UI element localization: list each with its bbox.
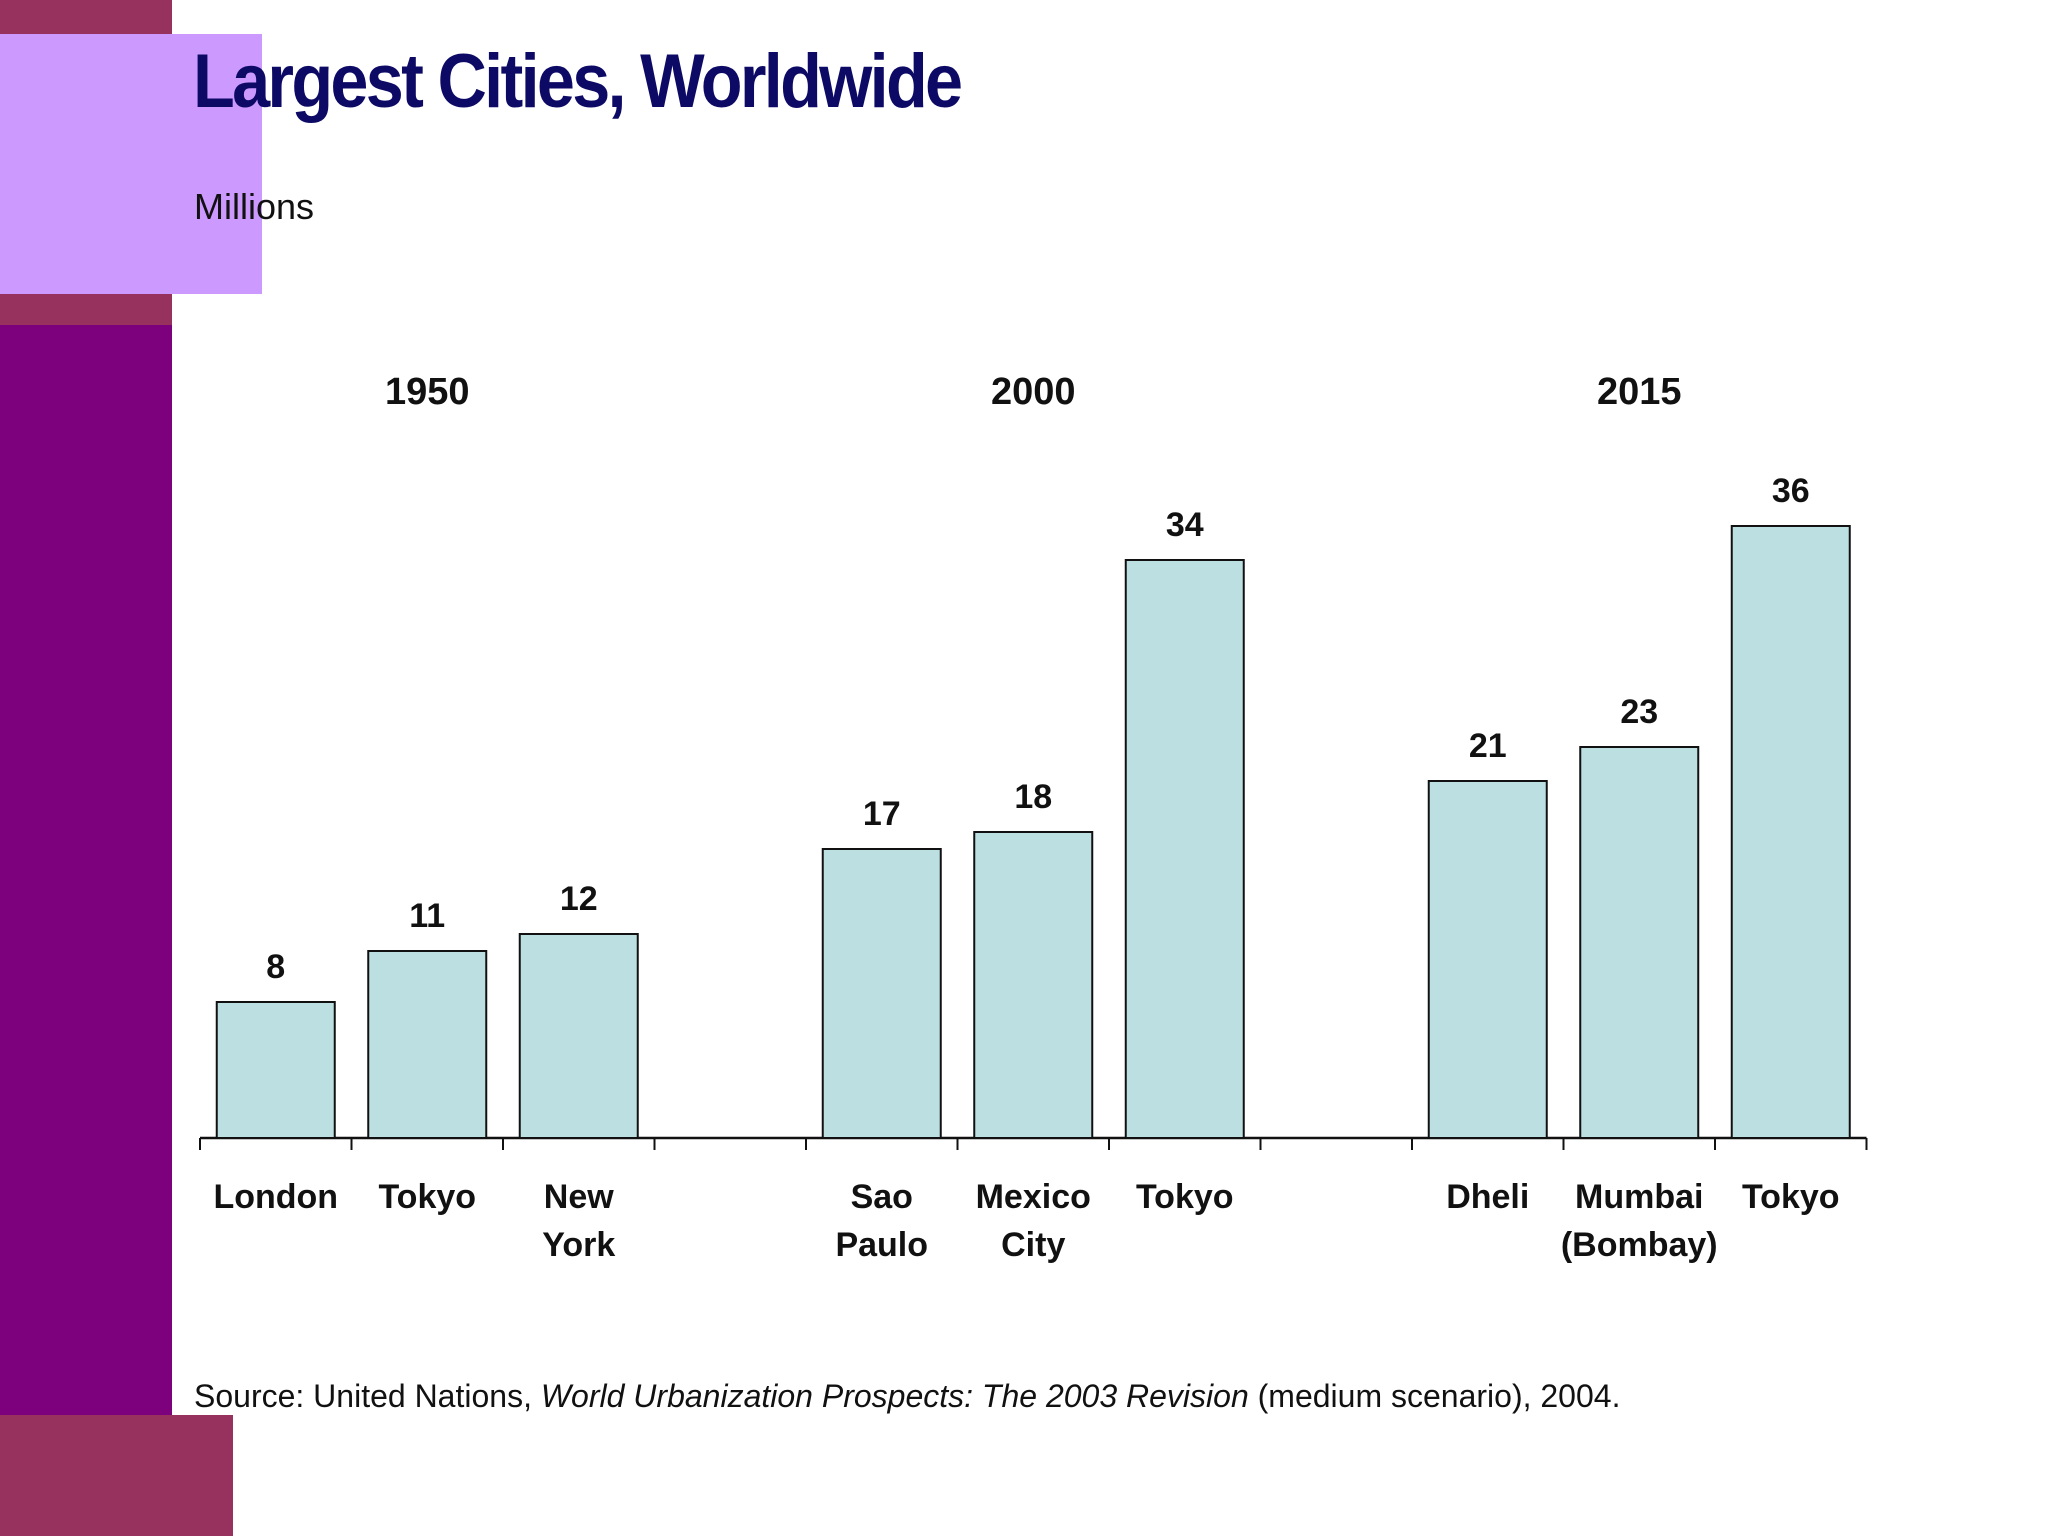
x-tick-label: York <box>542 1226 615 1264</box>
x-tick-label: (Bombay) <box>1561 1226 1718 1264</box>
x-tick-label: Paulo <box>835 1226 928 1264</box>
chart-title: Largest Cities, Worldwide <box>193 39 963 124</box>
data-label: 21 <box>1469 727 1507 765</box>
bar <box>367 950 488 1139</box>
bar <box>1427 780 1548 1139</box>
bar <box>1730 525 1851 1139</box>
bar <box>821 848 942 1139</box>
data-label: 12 <box>560 880 598 918</box>
data-label: 17 <box>863 795 901 833</box>
source-suffix: (medium scenario), 2004. <box>1248 1378 1621 1414</box>
x-tick-label: Mexico <box>976 1178 1091 1216</box>
bar <box>1124 559 1245 1139</box>
decor-block-light <box>0 34 262 294</box>
data-label: 23 <box>1620 693 1658 731</box>
x-tick-label: Sao <box>851 1178 913 1216</box>
source-note: Source: United Nations, World Urbanizati… <box>194 1378 1620 1415</box>
x-tick-label: London <box>213 1178 338 1216</box>
data-label: 36 <box>1772 472 1810 510</box>
decor-block-bottom <box>0 1415 233 1536</box>
data-label: 8 <box>266 948 285 986</box>
x-tick-label: Dheli <box>1446 1178 1529 1216</box>
x-tick-label: Tokyo <box>1742 1178 1840 1216</box>
x-tick-label: City <box>1001 1226 1065 1264</box>
bar <box>973 831 1094 1139</box>
bar <box>1579 746 1700 1139</box>
bar <box>215 1001 336 1139</box>
y-axis-unit-label: Millions <box>194 186 315 227</box>
group-label: 1950 <box>385 371 470 413</box>
source-prefix: Source: United Nations, <box>194 1378 541 1414</box>
x-tick-label: Mumbai <box>1575 1178 1703 1216</box>
bar <box>518 933 639 1139</box>
x-tick-label: Tokyo <box>1136 1178 1234 1216</box>
data-label: 11 <box>409 897 445 935</box>
group-label: 2015 <box>1597 371 1682 413</box>
group-label: 2000 <box>991 371 1076 413</box>
data-label: 34 <box>1166 506 1204 544</box>
x-tick-label: New <box>544 1178 614 1216</box>
x-tick-label: Tokyo <box>378 1178 476 1216</box>
data-label: 18 <box>1014 778 1052 816</box>
decor-strip-left <box>0 325 172 1415</box>
source-title: World Urbanization Prospects: The 2003 R… <box>540 1378 1249 1414</box>
